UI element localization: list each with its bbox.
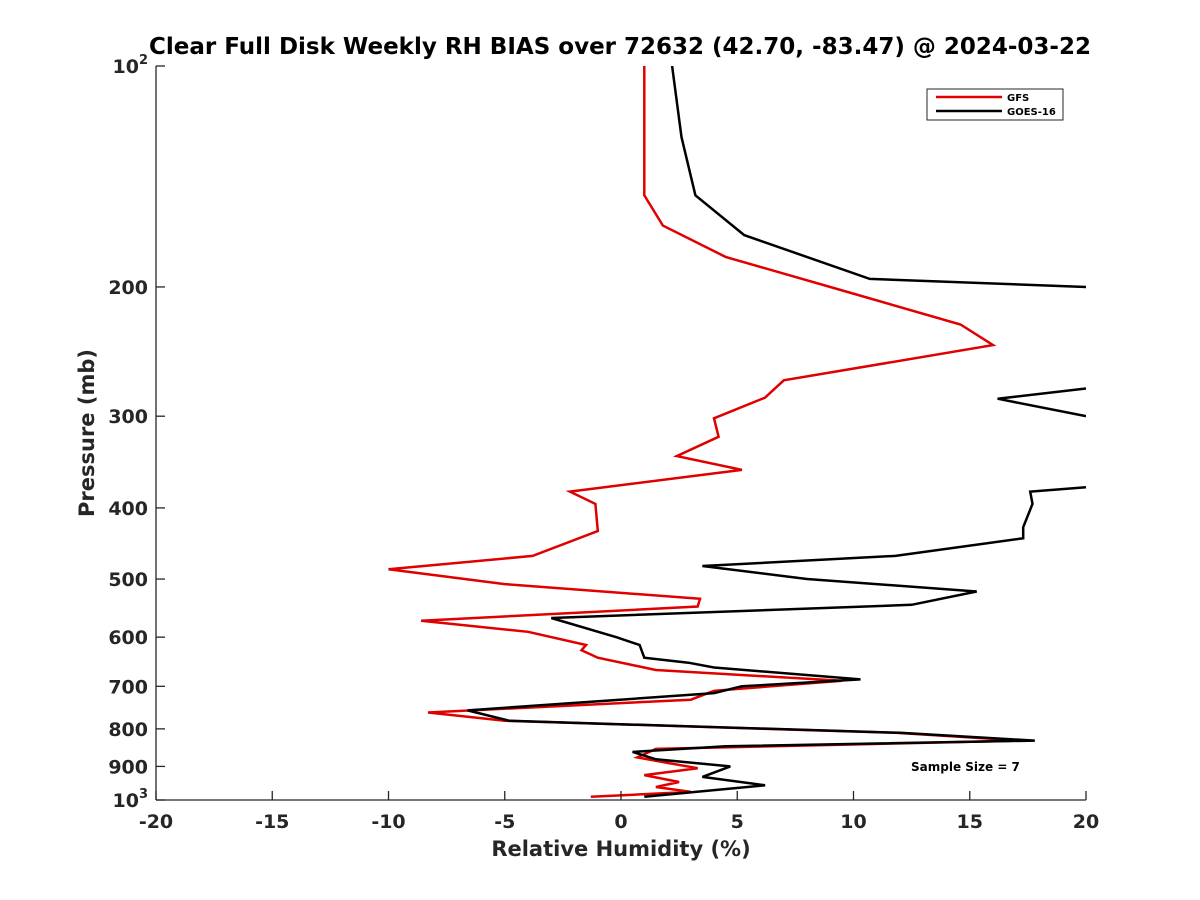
x-tick-label: -5 xyxy=(494,811,515,833)
y-tick-label: 200 xyxy=(108,277,148,299)
y-ticks: 102 200 300 400 500 600 700 800 900 103 xyxy=(108,53,165,812)
y-tick-label: 600 xyxy=(108,627,148,649)
x-tick-label: 5 xyxy=(731,811,744,833)
x-axis-label: Relative Humidity (%) xyxy=(491,837,750,861)
y-tick-label: 700 xyxy=(108,676,148,698)
y-tick-label: 900 xyxy=(108,756,148,778)
x-tick-label: -20 xyxy=(139,811,173,833)
legend-label-gfs: GFS xyxy=(1007,93,1029,104)
y-tick-label: 800 xyxy=(108,719,148,741)
y-tick-label: 500 xyxy=(108,569,148,591)
y-tick-label: 300 xyxy=(108,406,148,428)
x-tick-label: 10 xyxy=(840,811,866,833)
y-axis-label: Pressure (mb) xyxy=(75,349,99,517)
y-tick-label: 102 xyxy=(113,53,149,78)
x-tick-label: 0 xyxy=(614,811,627,833)
series-line-goes-16 xyxy=(997,387,1086,418)
series-layer xyxy=(388,66,1086,799)
y-tick-label: 103 xyxy=(113,787,149,812)
series-line-goes-16 xyxy=(670,66,1086,289)
legend-label-goes16: GOES-16 xyxy=(1007,107,1056,118)
x-tick-label: 15 xyxy=(957,811,983,833)
sample-size-annotation: Sample Size = 7 xyxy=(911,760,1020,774)
y-tick-label: 400 xyxy=(108,498,148,520)
series-line-gfs xyxy=(388,66,1021,799)
x-tick-label: -10 xyxy=(371,811,405,833)
x-tick-label: 20 xyxy=(1073,811,1099,833)
x-ticks: -20 -15 -10 -5 0 5 10 15 20 xyxy=(139,791,1099,833)
x-tick-label: -15 xyxy=(255,811,289,833)
legend: GFS GOES-16 xyxy=(926,88,1064,121)
series-line-goes-16 xyxy=(467,486,1086,799)
chart-title: Clear Full Disk Weekly RH BIAS over 7263… xyxy=(149,34,1091,60)
legend-box xyxy=(926,88,1064,121)
plot-area: -20 -15 -10 -5 0 5 10 15 20 102 200 300 400 500 600 70… xyxy=(108,53,1099,833)
